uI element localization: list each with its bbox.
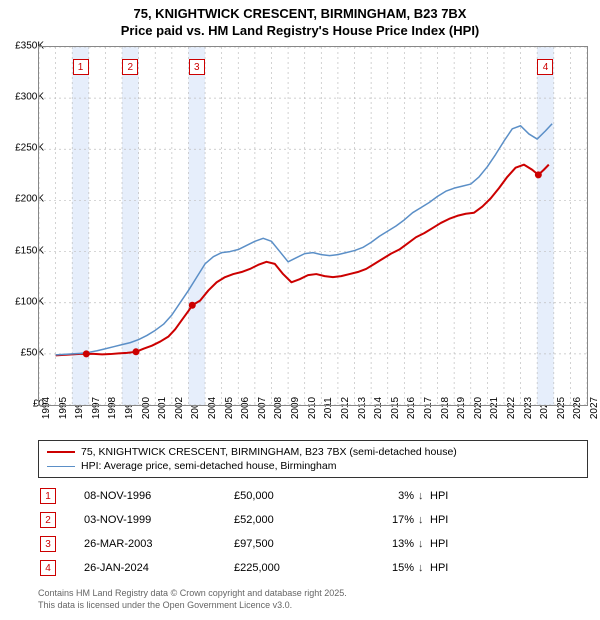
transaction-idx-box: 1: [40, 488, 56, 504]
transaction-vs-label: HPI: [428, 490, 448, 502]
legend-label-price-paid: 75, KNIGHTWICK CRESCENT, BIRMINGHAM, B23…: [81, 446, 457, 458]
chart-plot-area: 1 2 3 4: [38, 46, 588, 406]
transaction-row: 203-NOV-1999£52,00017%↓HPI: [38, 508, 588, 532]
transactions-table: 108-NOV-1996£50,0003%↓HPI203-NOV-1999£52…: [38, 484, 588, 580]
footer-line-2: This data is licensed under the Open Gov…: [38, 600, 347, 612]
legend-row-hpi: HPI: Average price, semi-detached house,…: [47, 459, 579, 473]
arrow-down-icon: ↓: [418, 538, 428, 550]
legend-label-hpi: HPI: Average price, semi-detached house,…: [81, 460, 336, 472]
transaction-vs-label: HPI: [428, 562, 448, 574]
transaction-date: 03-NOV-1999: [56, 514, 234, 526]
footer-line-1: Contains HM Land Registry data © Crown c…: [38, 588, 347, 600]
transaction-row: 326-MAR-2003£97,50013%↓HPI: [38, 532, 588, 556]
figure-root: 75, KNIGHTWICK CRESCENT, BIRMINGHAM, B23…: [0, 0, 600, 620]
transaction-date: 08-NOV-1996: [56, 490, 234, 502]
title-line-1: 75, KNIGHTWICK CRESCENT, BIRMINGHAM, B23…: [0, 6, 600, 23]
chart-marker-box: 3: [189, 59, 205, 75]
transaction-date: 26-JAN-2024: [56, 562, 234, 574]
transaction-vs-label: HPI: [428, 514, 448, 526]
arrow-down-icon: ↓: [418, 514, 428, 526]
transaction-pct: 3%: [364, 490, 418, 502]
x-tick-label: 2027: [589, 397, 600, 419]
transaction-date: 26-MAR-2003: [56, 538, 234, 550]
transaction-pct: 17%: [364, 514, 418, 526]
transaction-idx-box: 3: [40, 536, 56, 552]
chart-marker-box: 2: [122, 59, 138, 75]
chart-marker-box: 1: [73, 59, 89, 75]
chart-marker-box: 4: [537, 59, 553, 75]
transaction-price: £225,000: [234, 562, 364, 574]
legend-row-price-paid: 75, KNIGHTWICK CRESCENT, BIRMINGHAM, B23…: [47, 445, 579, 459]
legend: 75, KNIGHTWICK CRESCENT, BIRMINGHAM, B23…: [38, 440, 588, 478]
transaction-price: £97,500: [234, 538, 364, 550]
footer: Contains HM Land Registry data © Crown c…: [38, 588, 347, 611]
title-line-2: Price paid vs. HM Land Registry's House …: [0, 23, 600, 40]
transaction-idx-box: 2: [40, 512, 56, 528]
transaction-idx-box: 4: [40, 560, 56, 576]
transaction-row: 108-NOV-1996£50,0003%↓HPI: [38, 484, 588, 508]
arrow-down-icon: ↓: [418, 490, 428, 502]
transaction-price: £50,000: [234, 490, 364, 502]
transaction-price: £52,000: [234, 514, 364, 526]
legend-swatch-price-paid: [47, 451, 75, 453]
transaction-vs-label: HPI: [428, 538, 448, 550]
chart-svg: [39, 47, 587, 405]
title-block: 75, KNIGHTWICK CRESCENT, BIRMINGHAM, B23…: [0, 0, 600, 40]
arrow-down-icon: ↓: [418, 562, 428, 574]
transaction-row: 426-JAN-2024£225,00015%↓HPI: [38, 556, 588, 580]
transaction-pct: 13%: [364, 538, 418, 550]
transaction-pct: 15%: [364, 562, 418, 574]
legend-swatch-hpi: [47, 466, 75, 467]
